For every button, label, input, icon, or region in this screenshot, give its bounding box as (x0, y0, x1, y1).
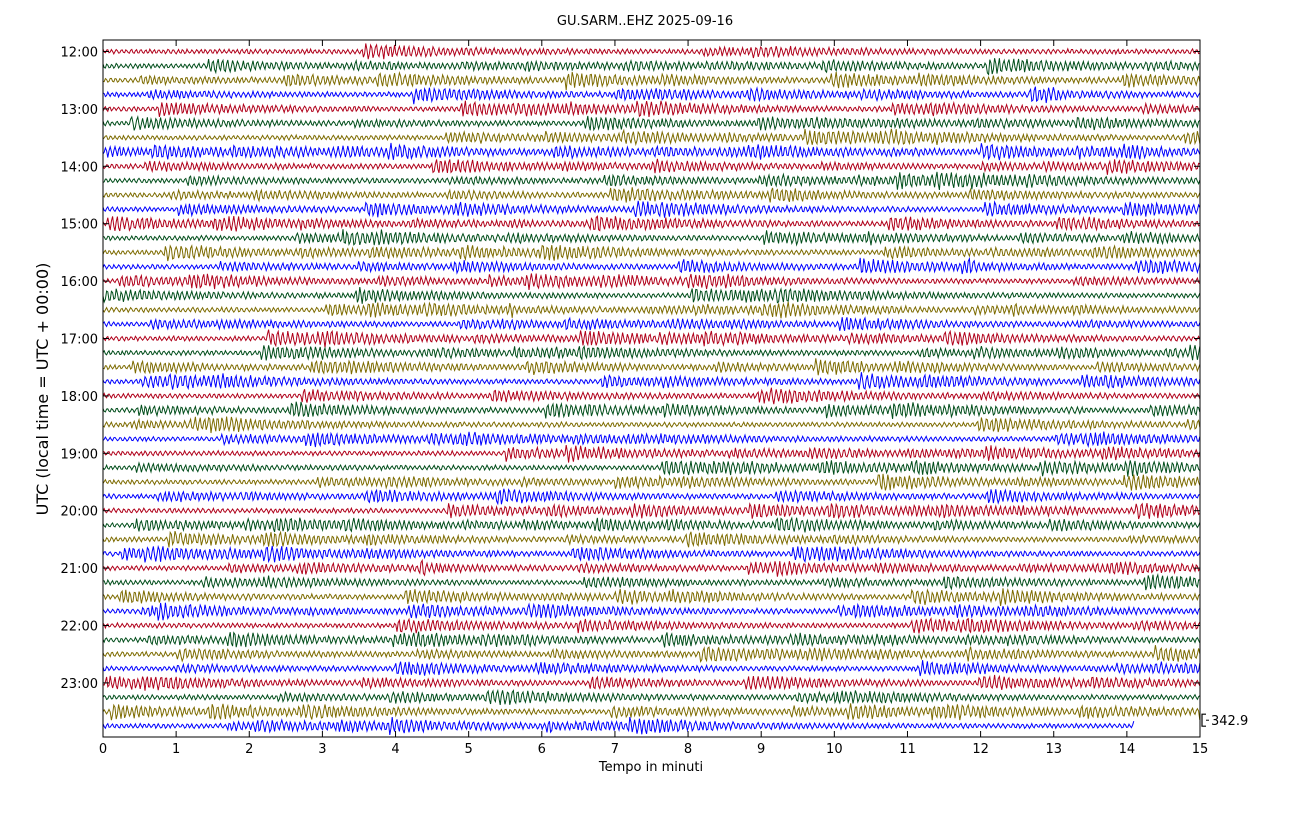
seismic-trace-row (102, 602, 1201, 621)
x-tick-label: 4 (391, 742, 399, 757)
seismic-trace-row (102, 358, 1201, 376)
y-tick-label: 17:00 (61, 333, 98, 348)
x-tick-label: 14 (1119, 742, 1136, 757)
x-tick-label: 6 (538, 742, 546, 757)
seismic-trace-row (102, 660, 1201, 677)
x-tick-label: 5 (465, 742, 473, 757)
y-axis: 12:00 13:00 14:00 15:00 16:00 17:00 18:00 19:00… (61, 46, 1200, 692)
scale-label: 342.9 (1211, 714, 1248, 729)
chart-title: GU.SARM..EHZ 2025-09-16 (557, 14, 733, 29)
seismic-trace-row (102, 558, 1201, 577)
seismic-trace-row (102, 431, 1201, 448)
y-tick-label: 19:00 (61, 447, 98, 462)
seismic-trace-row (102, 544, 1201, 564)
x-tick-label: 0 (99, 742, 107, 757)
amplitude-scale-bar: 342.9 (1201, 713, 1248, 729)
x-tick-label: 8 (684, 742, 692, 757)
seismic-trace-row (102, 256, 1201, 275)
y-tick-label: 23:00 (61, 677, 98, 692)
y-tick-label: 22:00 (61, 620, 98, 635)
x-tick-label: 12 (972, 742, 989, 757)
seismic-trace-row (102, 488, 1200, 506)
seismic-trace-row (102, 273, 1201, 291)
seismic-trace-row (102, 444, 1201, 463)
seismic-trace-row (102, 473, 1201, 491)
x-axis-title: Tempo in minuti (598, 760, 703, 775)
x-axis: 0 1 2 3 4 5 6 7 8 9 10 11 12 13 14 15 (99, 40, 1208, 757)
seismic-traces (102, 43, 1201, 736)
x-tick-label: 10 (826, 742, 843, 757)
seismic-trace-row (102, 416, 1201, 434)
x-tick-label: 9 (757, 742, 765, 757)
seismic-trace-row (102, 716, 1135, 736)
seismic-trace-row (102, 372, 1201, 391)
y-tick-label: 13:00 (61, 103, 98, 118)
seismic-trace-row (102, 329, 1201, 348)
seismic-trace-row (102, 316, 1201, 331)
seismic-trace-row (102, 645, 1201, 664)
seismic-trace-row (102, 530, 1201, 548)
y-tick-label: 20:00 (61, 505, 98, 520)
seismic-trace-row (102, 301, 1201, 319)
y-tick-label: 14:00 (61, 160, 98, 175)
y-tick-label: 15:00 (61, 218, 98, 233)
y-tick-label: 18:00 (61, 390, 98, 405)
y-tick-label: 21:00 (61, 562, 98, 577)
x-tick-label: 7 (611, 742, 619, 757)
seismic-trace-row (102, 516, 1201, 533)
seismic-trace-row (102, 128, 1201, 147)
seismic-trace-row (102, 588, 1201, 606)
x-tick-label: 13 (1045, 742, 1062, 757)
seismic-trace-row (102, 229, 1201, 247)
y-tick-label: 12:00 (61, 46, 98, 61)
seismic-trace-row (102, 158, 1201, 175)
seismic-trace-row (102, 43, 1200, 60)
seismic-trace-row (102, 142, 1201, 161)
y-tick-label: 16:00 (61, 275, 98, 290)
x-tick-label: 1 (172, 742, 180, 757)
seismic-trace-row (102, 459, 1201, 477)
seismic-trace-row (102, 674, 1201, 691)
seismic-trace-row (102, 286, 1201, 304)
seismic-trace-row (102, 244, 1201, 262)
x-tick-label: 11 (899, 742, 916, 757)
seismic-trace-row (102, 387, 1201, 405)
seismic-trace-row (102, 688, 1201, 706)
x-tick-label: 15 (1192, 742, 1209, 757)
seismic-trace-row (102, 502, 1201, 520)
seismic-trace-row (102, 215, 1200, 232)
seismic-trace-row (102, 171, 1201, 191)
seismic-trace-row (102, 401, 1201, 419)
seismic-trace-row (102, 572, 1200, 591)
seismic-trace-row (102, 617, 1201, 634)
seismic-trace-row (102, 703, 1201, 721)
seismic-trace-row (102, 200, 1201, 218)
seismic-trace-row (102, 86, 1201, 105)
seismic-trace-row (102, 58, 1200, 76)
scale-bracket (1201, 713, 1206, 727)
seismic-trace-row (102, 344, 1201, 361)
seismic-trace-row (102, 187, 1201, 203)
seismic-trace-row (102, 71, 1201, 91)
x-tick-label: 2 (245, 742, 253, 757)
seismic-trace-row (102, 631, 1201, 648)
seismic-trace-row (102, 115, 1201, 132)
x-tick-label: 3 (318, 742, 326, 757)
y-axis-title: UTC (local time = UTC + 00:00) (33, 263, 52, 516)
plot-frame (102, 39, 1201, 738)
seismic-trace-row (102, 100, 1201, 118)
